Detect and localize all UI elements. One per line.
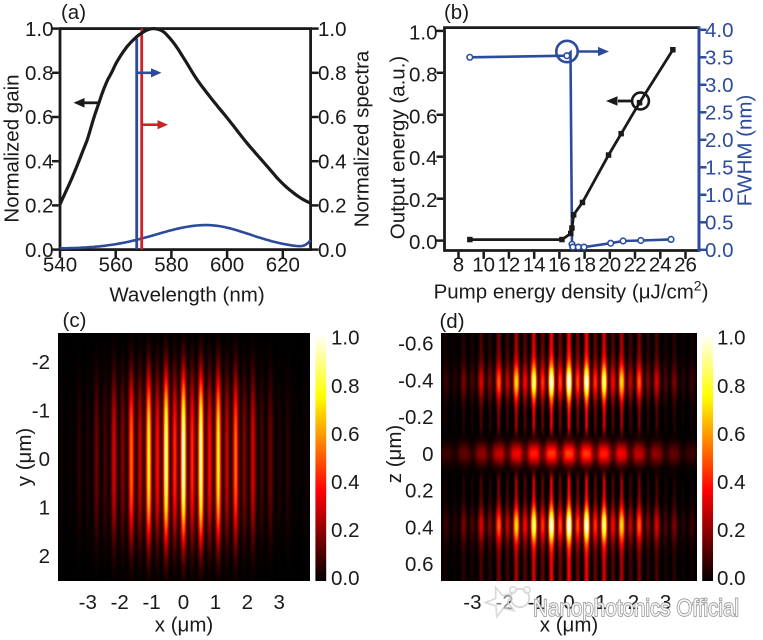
svg-text:0.4: 0.4 [331,471,360,494]
svg-text:-0.6: -0.6 [398,333,433,356]
svg-text:0.4: 0.4 [717,471,746,494]
svg-text:1.0: 1.0 [409,21,438,44]
svg-text:-3: -3 [79,591,97,614]
svg-text:-2: -2 [32,351,50,374]
svg-text:3: 3 [273,591,284,614]
svg-text:1.5: 1.5 [705,157,734,180]
svg-text:0: 0 [178,591,189,614]
svg-text:0.0: 0.0 [409,231,438,254]
svg-text:3: 3 [660,591,671,614]
svg-text:0.0: 0.0 [331,567,360,590]
svg-text:2: 2 [242,591,253,614]
svg-text:1.0: 1.0 [705,184,734,207]
svg-text:2.5: 2.5 [705,102,734,125]
svg-text:0.0: 0.0 [25,239,54,262]
svg-text:22: 22 [624,254,647,277]
svg-text:0.5: 0.5 [705,212,734,235]
svg-text:0.2: 0.2 [409,189,438,212]
svg-text:0.4: 0.4 [25,150,54,173]
svg-text:0.6: 0.6 [331,423,360,446]
svg-text:Pump energy density (μJ/cm2): Pump energy density (μJ/cm2) [434,278,709,304]
svg-text:0.2: 0.2 [405,480,434,503]
svg-text:1: 1 [595,591,606,614]
svg-text:Output energy (a.u.): Output energy (a.u.) [387,56,410,239]
svg-text:1: 1 [210,591,221,614]
svg-text:0.8: 0.8 [409,63,438,86]
svg-text:0: 0 [563,591,574,614]
svg-text:Normalized gain: Normalized gain [1,74,24,222]
svg-text:0.2: 0.2 [717,519,746,542]
svg-text:3.0: 3.0 [705,74,734,97]
svg-text:1.0: 1.0 [717,327,746,350]
svg-text:12: 12 [497,254,520,277]
svg-text:1.0: 1.0 [318,18,347,41]
svg-text:14: 14 [523,254,546,277]
svg-text:20: 20 [598,254,621,277]
svg-text:-1: -1 [142,591,160,614]
svg-text:0.4: 0.4 [318,150,347,173]
svg-text:0.0: 0.0 [705,239,734,262]
svg-text:18: 18 [573,254,596,277]
svg-text:0.6: 0.6 [318,106,347,129]
svg-text:8: 8 [453,254,464,277]
svg-text:0.6: 0.6 [405,553,434,576]
svg-text:0.4: 0.4 [409,147,438,170]
svg-text:4.0: 4.0 [705,19,734,42]
svg-text:-0.2: -0.2 [398,406,433,429]
svg-text:620: 620 [266,254,300,277]
svg-text:-1: -1 [32,399,50,422]
svg-text:(a): (a) [61,1,86,24]
svg-text:0.6: 0.6 [409,105,438,128]
svg-text:26: 26 [674,254,697,277]
svg-text:1.0: 1.0 [25,18,54,41]
svg-text:0.8: 0.8 [717,375,746,398]
svg-text:0.0: 0.0 [318,239,347,262]
svg-text:Normalized spectra: Normalized spectra [351,50,374,227]
svg-text:(d): (d) [439,310,464,333]
svg-text:1: 1 [39,496,50,519]
svg-text:y (μm): y (μm) [13,428,36,487]
svg-text:0.2: 0.2 [331,519,360,542]
svg-text:FWHM (nm): FWHM (nm) [734,95,757,207]
svg-text:2.0: 2.0 [705,129,734,152]
svg-text:24: 24 [649,254,672,277]
svg-text:-2: -2 [495,591,513,614]
svg-text:-2: -2 [111,591,129,614]
svg-text:-0.4: -0.4 [398,369,433,392]
svg-text:0.0: 0.0 [717,567,746,590]
svg-text:580: 580 [154,254,188,277]
svg-text:0.8: 0.8 [318,62,347,85]
svg-text:0.8: 0.8 [331,375,360,398]
svg-text:Wavelength (nm): Wavelength (nm) [109,284,264,307]
svg-text:0.8: 0.8 [25,62,54,85]
svg-text:0.2: 0.2 [25,195,54,218]
svg-text:3.5: 3.5 [705,47,734,70]
svg-text:x (μm): x (μm) [540,614,599,637]
svg-text:540: 540 [43,254,77,277]
svg-text:-1: -1 [528,591,546,614]
svg-text:0.4: 0.4 [405,517,434,540]
svg-text:0.6: 0.6 [717,423,746,446]
svg-text:0: 0 [422,443,433,466]
svg-text:600: 600 [210,254,244,277]
svg-text:0.2: 0.2 [318,195,347,218]
svg-text:10: 10 [472,254,495,277]
svg-text:0: 0 [39,448,50,471]
svg-text:2: 2 [628,591,639,614]
svg-text:z (μm): z (μm) [383,425,406,484]
svg-text:1.0: 1.0 [331,327,360,350]
svg-text:560: 560 [99,254,133,277]
svg-text:Nanophotonics Official: Nanophotonics Official [533,595,739,622]
svg-text:2: 2 [39,545,50,568]
svg-text:16: 16 [548,254,571,277]
svg-text:-3: -3 [463,591,481,614]
svg-text:x (μm): x (μm) [155,614,214,637]
svg-text:(c): (c) [63,309,87,332]
svg-text:(b): (b) [444,1,469,24]
svg-text:0.6: 0.6 [25,106,54,129]
